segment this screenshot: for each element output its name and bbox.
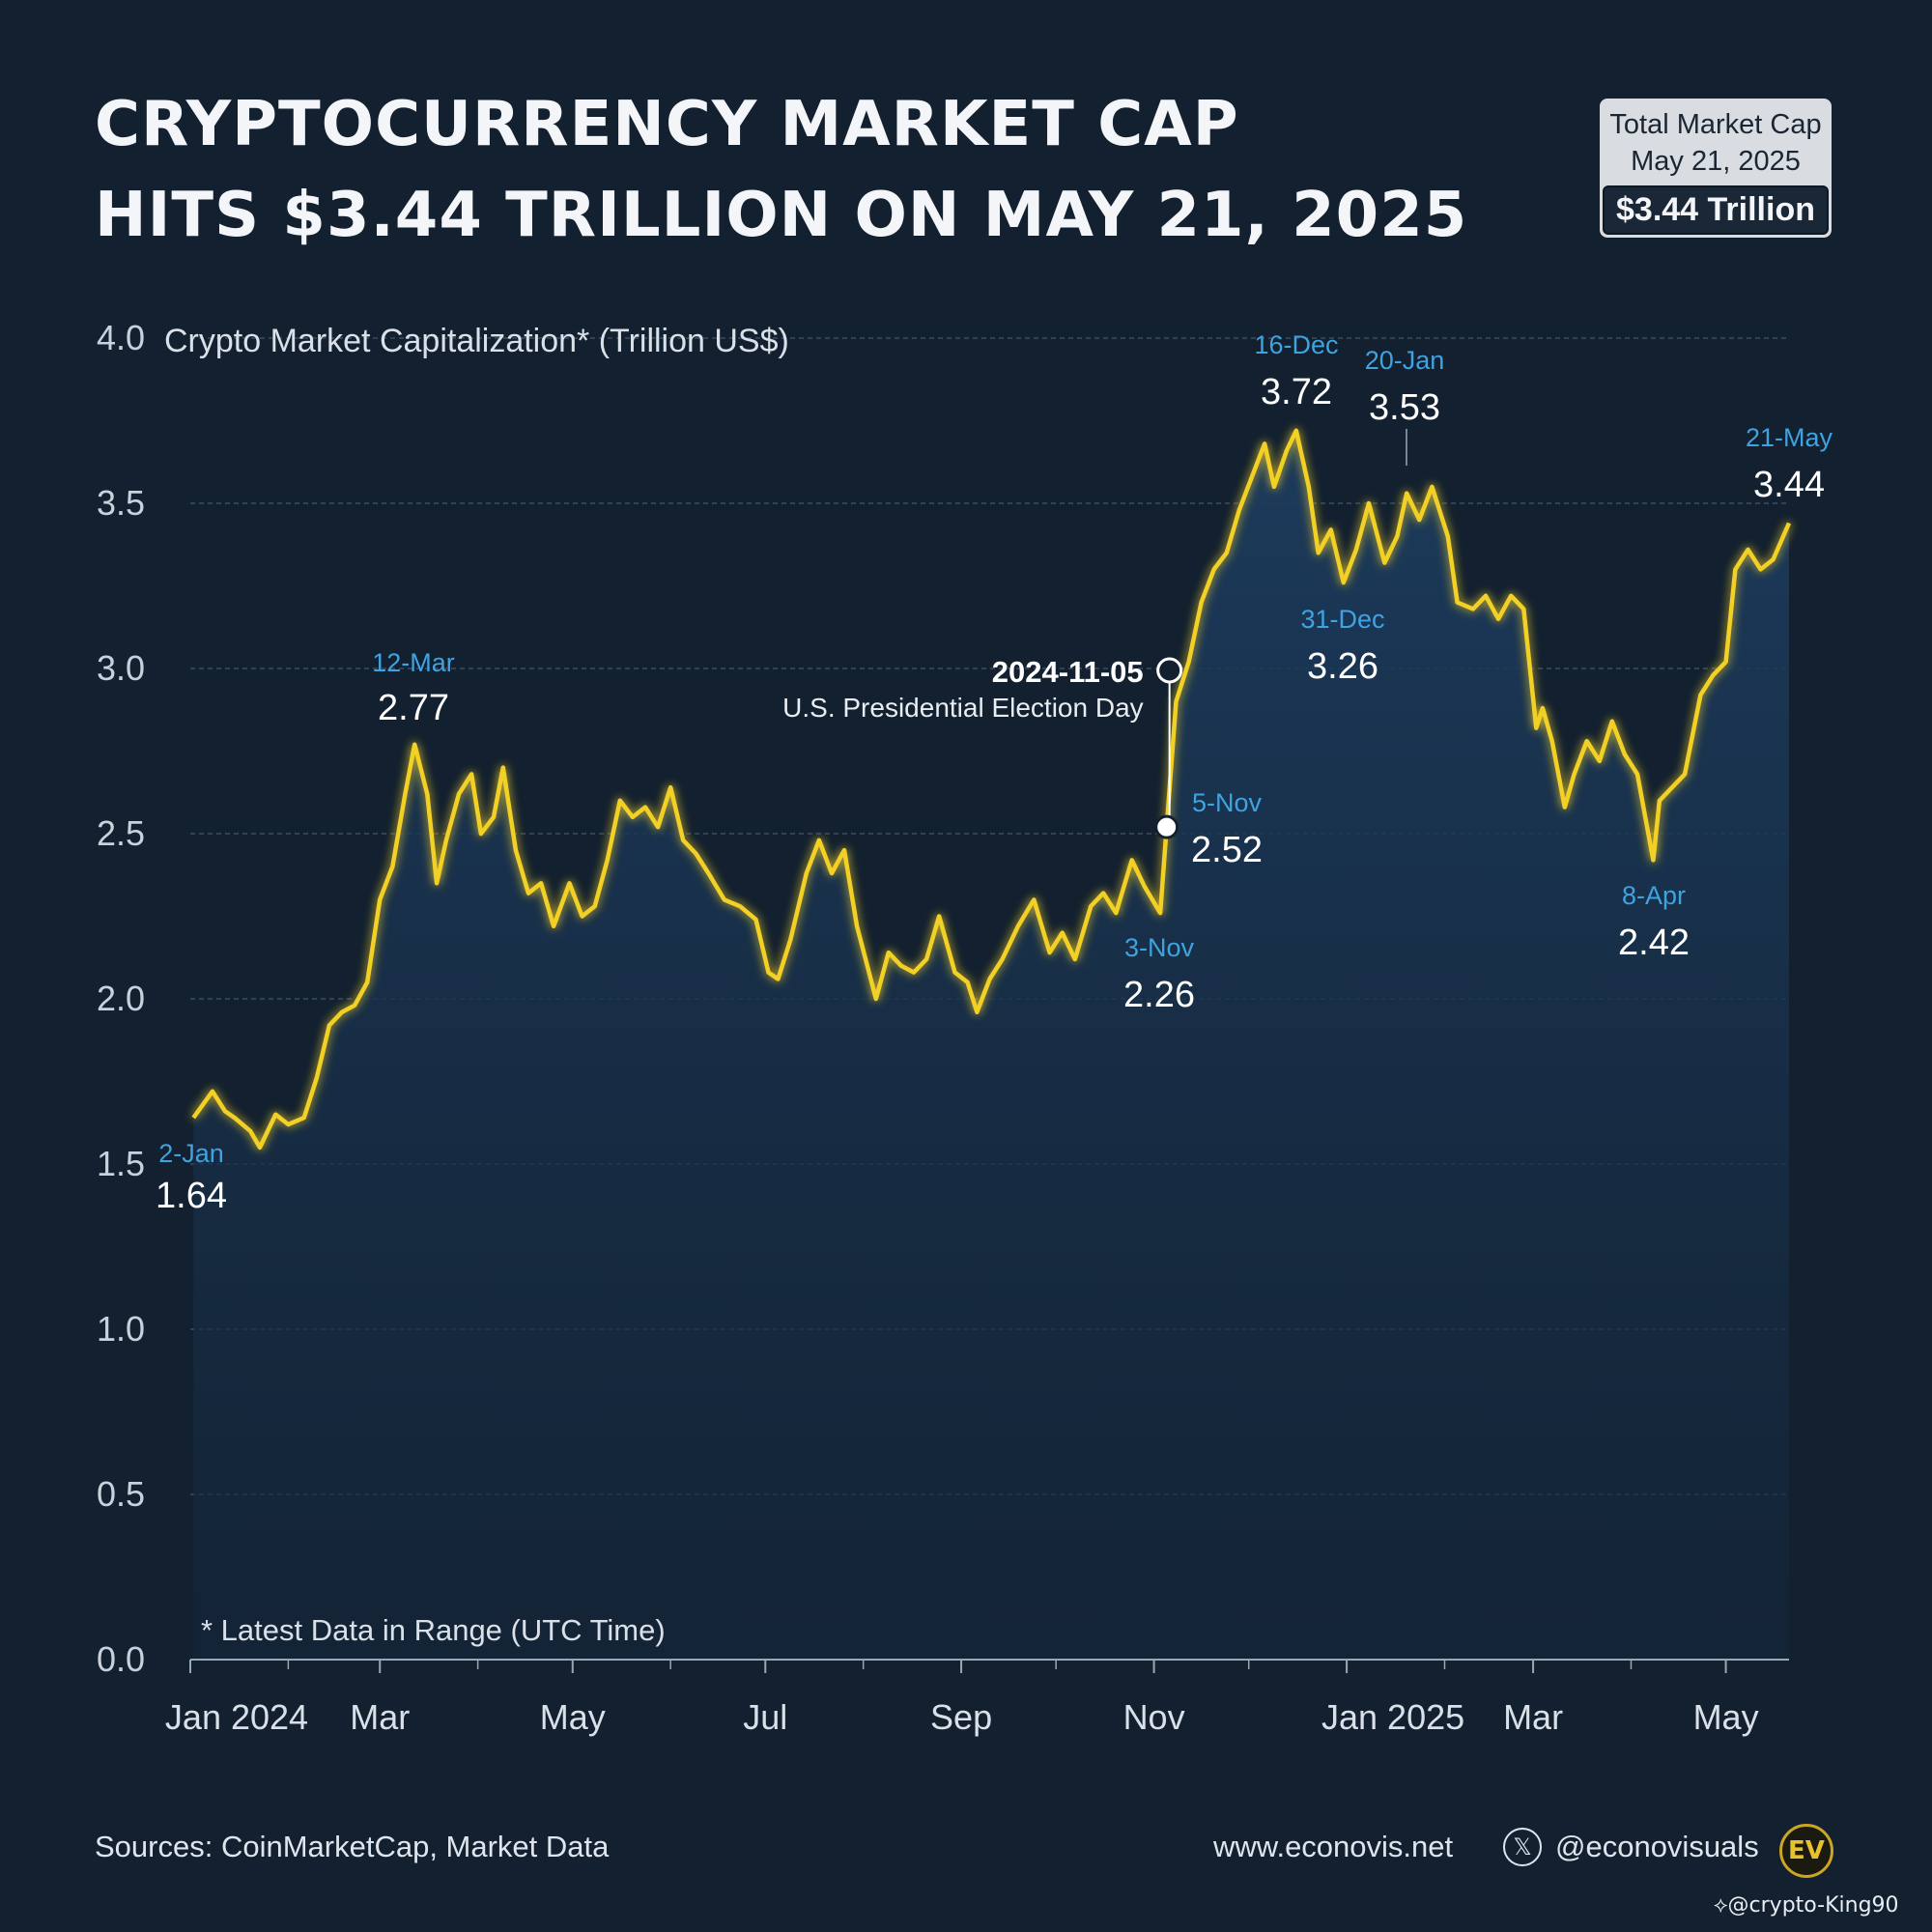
- total-box-label: Total Market Cap May 21, 2025: [1600, 106, 1832, 180]
- y-tick-label: 2.5: [97, 813, 145, 853]
- title-block: CRYPTOCURRENCY MARKET CAP HITS $3.44 TRI…: [95, 79, 1467, 261]
- y-tick-label: 2.0: [97, 979, 145, 1018]
- y-tick-label: 0.5: [97, 1474, 145, 1514]
- page-title: CRYPTOCURRENCY MARKET CAP: [95, 89, 1239, 160]
- annotation-value: 1.64: [156, 1176, 227, 1216]
- annotation-date: 3-Nov: [1124, 933, 1195, 962]
- annotation-value: 3.53: [1369, 387, 1440, 428]
- y-tick-label: 3.0: [97, 648, 145, 688]
- annotation-value: 3.44: [1753, 465, 1825, 505]
- annotation-date: 21-May: [1746, 423, 1833, 452]
- ev-logo: EV: [1779, 1824, 1833, 1878]
- annotation-date: 12-Mar: [372, 648, 455, 677]
- chart-footnote: * Latest Data in Range (UTC Time): [201, 1613, 666, 1647]
- annotation-date: 2-Jan: [158, 1139, 224, 1168]
- y-tick-label: 1.0: [97, 1309, 145, 1349]
- area-fill: [193, 430, 1789, 1660]
- annotation-date: 31-Dec: [1300, 605, 1384, 634]
- event-date-label: 2024-11-05: [992, 655, 1144, 689]
- social-handle[interactable]: @econovisuals: [1555, 1830, 1759, 1863]
- series-line: [191, 428, 1792, 1151]
- annotation-value: 2.77: [378, 688, 449, 728]
- total-box-label-line1: Total Market Cap: [1609, 109, 1822, 140]
- x-tick-label: Jul: [743, 1697, 787, 1737]
- annotation-value: 2.52: [1191, 830, 1263, 870]
- x-tick-label: Jan 2024: [165, 1697, 308, 1737]
- annotation-date: 16-Dec: [1254, 330, 1338, 359]
- y-tick-label: 4.0: [97, 318, 145, 357]
- event-label: U.S. Presidential Election Day: [782, 693, 1144, 723]
- y-tick-label: 1.5: [97, 1144, 145, 1183]
- x-tick-label: Jan 2025: [1321, 1697, 1464, 1737]
- x-tick-label: Nov: [1123, 1697, 1185, 1737]
- website-link[interactable]: www.econovis.net: [1213, 1830, 1454, 1863]
- annotations: 2024-11-05 U.S. Presidential Election Day…: [156, 330, 1833, 1216]
- x-tick-label: Mar: [1503, 1697, 1563, 1737]
- x-logo-icon: 𝕏: [1503, 1828, 1542, 1866]
- event-marker: [1156, 657, 1183, 684]
- annotation-value: 3.26: [1307, 646, 1378, 687]
- x-tick-label: Sep: [930, 1697, 992, 1737]
- y-axis-label: Crypto Market Capitalization* (Trillion …: [164, 323, 789, 359]
- area-path: [193, 430, 1789, 1660]
- total-box-value: $3.44 Trillion: [1603, 185, 1829, 235]
- series-line-path: [191, 428, 1792, 1151]
- watermark-text: ⟡@crypto-King90: [1714, 1893, 1899, 1918]
- x-tick-label: May: [1693, 1697, 1759, 1737]
- page-subtitle: HITS $3.44 TRILLION ON MAY 21, 2025: [95, 180, 1468, 251]
- market-cap-chart: 0.0 0.5 1.0 1.5 2.0 2.5 3.0 3.5 4.0 Jan 2024 Mar Ma…: [97, 318, 1833, 1737]
- annotation-value: 2.42: [1618, 923, 1690, 963]
- y-tick-label: 3.5: [97, 483, 145, 523]
- total-market-cap-box: Total Market Cap May 21, 2025 $3.44 Tril…: [1600, 99, 1832, 238]
- y-tick-label: 0.0: [97, 1639, 145, 1679]
- axes: 0.0 0.5 1.0 1.5 2.0 2.5 3.0 3.5 4.0 Jan 2024 Mar Ma…: [97, 318, 1789, 1737]
- sources-text: Sources: CoinMarketCap, Market Data: [95, 1830, 610, 1863]
- total-box-label-line2: May 21, 2025: [1631, 146, 1801, 177]
- annotation-date: 20-Jan: [1365, 346, 1445, 375]
- annotation-date: 5-Nov: [1192, 788, 1263, 817]
- event-point: [1154, 814, 1179, 839]
- annotation-value: 3.72: [1261, 372, 1332, 412]
- x-tick-label: Mar: [350, 1697, 410, 1737]
- annotation-value: 2.26: [1123, 975, 1195, 1015]
- x-tick-label: May: [540, 1697, 606, 1737]
- annotation-date: 8-Apr: [1622, 881, 1686, 910]
